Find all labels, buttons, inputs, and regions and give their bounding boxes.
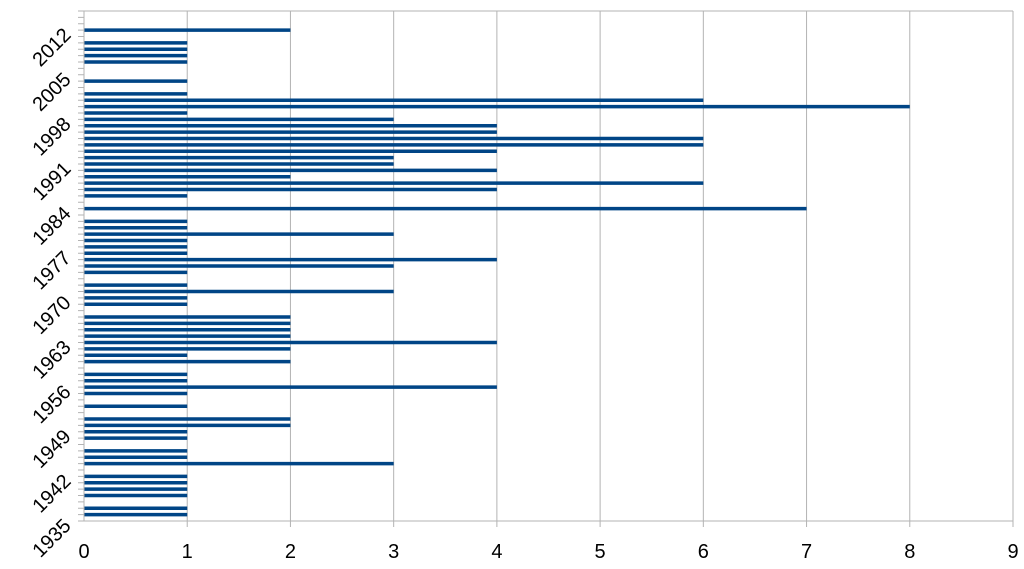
bar-1978 [84, 245, 188, 249]
bar-2007 [84, 60, 188, 64]
y-tick-label: 1956 [29, 381, 76, 428]
bars [84, 28, 910, 517]
y-tick-label: 1949 [29, 426, 76, 473]
bar-1961 [84, 353, 188, 358]
bar-2001 [84, 98, 704, 103]
bar-1997 [84, 123, 497, 128]
bar-1995 [84, 136, 704, 141]
x-tick-label: 3 [388, 541, 399, 563]
bar-1974 [84, 270, 188, 275]
x-tick-label: 8 [904, 541, 915, 563]
bar-1979 [84, 238, 188, 243]
bar-1942 [84, 474, 188, 479]
bar-1967 [84, 315, 291, 319]
y-axis-tick-labels: 1935194219491956196319701977198419911998… [29, 24, 76, 562]
bar-1984 [84, 206, 807, 211]
bar-1992 [84, 155, 394, 160]
x-tick-label: 0 [78, 541, 89, 563]
y-tick-label: 1998 [29, 113, 76, 160]
bar-2004 [84, 79, 188, 83]
bar-2002 [84, 92, 188, 96]
bar-1989 [84, 174, 291, 179]
bar-1965 [84, 327, 291, 332]
bar-1977 [84, 251, 188, 256]
bar-1939 [84, 493, 188, 498]
x-tick-label: 1 [182, 541, 193, 563]
y-axis-ticks [78, 10, 84, 522]
bar-1956 [84, 385, 497, 389]
bar-1960 [84, 359, 291, 364]
x-tick-label: 4 [491, 541, 502, 563]
bar-1988 [84, 181, 704, 185]
bar-1998 [84, 117, 394, 122]
bar-1970 [84, 296, 188, 300]
y-tick-label: 1963 [29, 336, 76, 383]
bar-1990 [84, 168, 497, 173]
bar-1964 [84, 334, 291, 338]
bar-1999 [84, 111, 188, 115]
bar-1948 [84, 436, 188, 440]
x-axis-tick-labels: 0 1 2 3 4 5 6 7 8 9 [78, 541, 1018, 563]
x-tick-label: 2 [285, 541, 296, 563]
bar-2000 [84, 104, 910, 109]
bar-1980 [84, 232, 394, 236]
bar-2012 [84, 28, 291, 32]
bar-1981 [84, 225, 188, 230]
y-tick-label: 1984 [29, 203, 76, 250]
y-tick-label: 1970 [29, 292, 76, 339]
y-tick-label: 1991 [29, 158, 76, 205]
bar-1986 [84, 194, 188, 198]
bar-1945 [84, 455, 188, 460]
bar-1975 [84, 264, 394, 268]
bar-1946 [84, 449, 188, 453]
bar-1940 [84, 487, 188, 491]
bar-1962 [84, 347, 291, 351]
bar-1941 [84, 480, 188, 485]
bar-2008 [84, 53, 188, 58]
bar-2010 [84, 41, 188, 45]
x-tick-label: 5 [595, 541, 606, 563]
bar-1950 [84, 423, 291, 428]
bar-1966 [84, 321, 291, 326]
y-tick-label: 1942 [29, 470, 76, 517]
bar-2009 [84, 47, 188, 52]
bar-1991 [84, 162, 394, 166]
bar-1996 [84, 130, 497, 134]
bar-1971 [84, 289, 394, 294]
y-tick-label: 2005 [29, 69, 76, 116]
x-tick-label: 9 [1007, 541, 1018, 563]
x-tick-label: 7 [801, 541, 812, 563]
bar-1949 [84, 429, 188, 434]
bar-1994 [84, 143, 704, 147]
bar-1936 [84, 512, 188, 517]
bar-1951 [84, 417, 291, 421]
y-tick-label: 1977 [29, 247, 76, 294]
x-tick-label: 6 [698, 541, 709, 563]
y-tick-label: 2012 [29, 24, 76, 71]
bar-1976 [84, 257, 497, 262]
y-tick-label: 1935 [29, 515, 76, 562]
bar-1969 [84, 302, 188, 307]
bar-1953 [84, 404, 188, 409]
bar-1955 [84, 391, 188, 396]
bar-1958 [84, 372, 188, 377]
bar-1972 [84, 283, 188, 287]
bar-1982 [84, 219, 188, 224]
bar-1963 [84, 340, 497, 345]
bar-1993 [84, 149, 497, 154]
gridlines [84, 10, 1014, 527]
bar-1944 [84, 461, 394, 466]
bar-1987 [84, 187, 497, 192]
bar-1937 [84, 506, 188, 511]
bar-1957 [84, 378, 188, 383]
